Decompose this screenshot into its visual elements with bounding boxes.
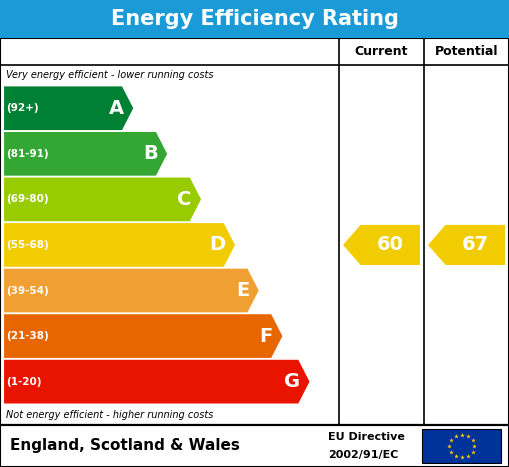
Text: EU Directive: EU Directive [328, 432, 405, 442]
Text: (55-68): (55-68) [7, 240, 49, 250]
Text: (81-91): (81-91) [7, 149, 49, 159]
Polygon shape [4, 314, 282, 358]
Text: (92+): (92+) [7, 103, 39, 113]
Text: England, Scotland & Wales: England, Scotland & Wales [10, 439, 240, 453]
Polygon shape [4, 86, 133, 130]
Text: F: F [260, 326, 273, 346]
Text: (69-80): (69-80) [7, 194, 49, 205]
Bar [0, 38, 509, 425]
Text: Energy Efficiency Rating: Energy Efficiency Rating [110, 9, 399, 29]
Text: Very energy efficient - lower running costs: Very energy efficient - lower running co… [6, 71, 214, 80]
Text: Potential: Potential [435, 45, 498, 58]
Text: (39-54): (39-54) [7, 285, 49, 296]
Text: C: C [177, 190, 191, 209]
Polygon shape [428, 225, 505, 265]
Text: D: D [209, 235, 225, 255]
Polygon shape [4, 360, 309, 403]
Bar [0, 425, 509, 467]
Text: G: G [284, 372, 300, 391]
Text: E: E [236, 281, 249, 300]
Text: B: B [143, 144, 158, 163]
Text: A: A [108, 99, 124, 118]
Bar [422, 429, 501, 463]
Bar [0, 0, 509, 38]
Text: Current: Current [355, 45, 408, 58]
Polygon shape [343, 225, 420, 265]
Polygon shape [4, 177, 201, 221]
Polygon shape [4, 223, 235, 267]
Text: (21-38): (21-38) [7, 331, 49, 341]
Text: 60: 60 [377, 235, 404, 255]
Text: Not energy efficient - higher running costs: Not energy efficient - higher running co… [6, 410, 213, 420]
Polygon shape [4, 132, 167, 176]
Text: 67: 67 [462, 235, 489, 255]
Text: 2002/91/EC: 2002/91/EC [328, 450, 399, 460]
Polygon shape [4, 269, 259, 312]
Text: (1-20): (1-20) [7, 377, 42, 387]
